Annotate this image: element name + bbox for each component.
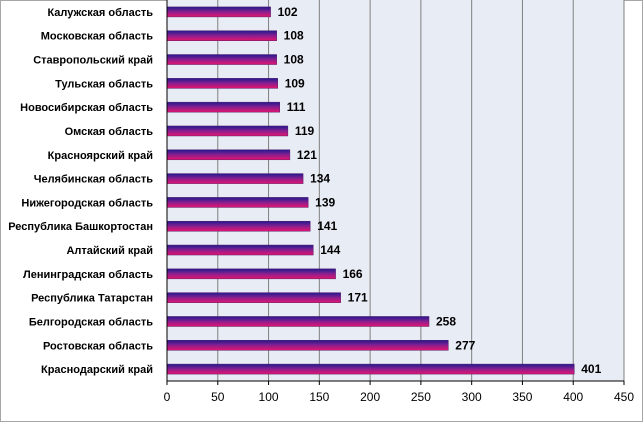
data-label: 258	[436, 314, 456, 328]
data-label: 119	[295, 124, 315, 138]
category-label: Республика Татарстан	[31, 293, 153, 305]
bar	[166, 363, 575, 375]
x-tick-label: 250	[411, 390, 431, 404]
category-label: Тульская область	[55, 78, 153, 90]
category-label: Нижегородская область	[21, 197, 153, 209]
category-label: Краснодарский край	[41, 364, 153, 376]
x-tick-label: 50	[211, 390, 225, 404]
data-label: 277	[455, 338, 475, 352]
bar	[166, 54, 277, 65]
bar	[166, 340, 449, 351]
bar	[166, 30, 277, 41]
data-label: 111	[287, 100, 306, 114]
bar	[166, 125, 289, 137]
x-tick-label: 150	[309, 390, 329, 404]
bar	[166, 292, 341, 303]
x-tick-label: 450	[614, 390, 634, 404]
bar	[166, 6, 271, 18]
x-tick-label: 0	[164, 390, 171, 404]
bar	[166, 78, 278, 89]
data-label: 401	[581, 362, 601, 376]
x-tick-label: 200	[360, 390, 380, 404]
category-label: Республика Башкортостан	[8, 221, 153, 233]
category-label: Алтайский край	[66, 245, 153, 257]
category-label: Красноярский край	[48, 150, 153, 162]
x-tick-label: 350	[512, 390, 532, 404]
x-tick-label: 100	[259, 390, 279, 404]
category-label: Белгородская область	[29, 316, 153, 328]
data-label: 166	[343, 267, 363, 281]
bar	[166, 173, 304, 184]
bar	[166, 244, 314, 256]
category-label: Калужская область	[47, 7, 153, 19]
category-label: Ленинградская область	[23, 269, 153, 281]
data-label: 171	[348, 291, 368, 305]
category-label: Московская область	[41, 31, 153, 43]
bar	[166, 316, 430, 327]
bars	[166, 6, 575, 375]
category-label: Омская область	[65, 126, 154, 138]
bar	[166, 197, 309, 208]
data-label: 121	[297, 148, 317, 162]
data-label: 108	[284, 53, 304, 67]
category-label: Новосибирская область	[20, 102, 153, 114]
category-label: Челябинская область	[34, 174, 154, 186]
bar	[166, 149, 291, 161]
category-label: Ростовская область	[43, 340, 153, 352]
x-tick-label: 400	[563, 390, 583, 404]
category-label: Ставропольский край	[33, 55, 153, 67]
bar	[166, 220, 311, 232]
bar	[166, 268, 336, 280]
axes: 0 50 100 150 200 250 300 350 400 450	[164, 0, 634, 404]
data-label: 134	[310, 172, 330, 186]
data-label: 144	[320, 243, 340, 257]
data-label: 109	[285, 76, 305, 90]
data-label: 108	[284, 29, 304, 43]
data-label: 141	[317, 219, 337, 233]
data-label: 102	[278, 5, 298, 19]
data-label: 139	[315, 195, 335, 209]
x-tick-label: 300	[462, 390, 482, 404]
labels: Калужская область 102 Московская область 10…	[8, 5, 601, 376]
bar	[166, 101, 280, 113]
